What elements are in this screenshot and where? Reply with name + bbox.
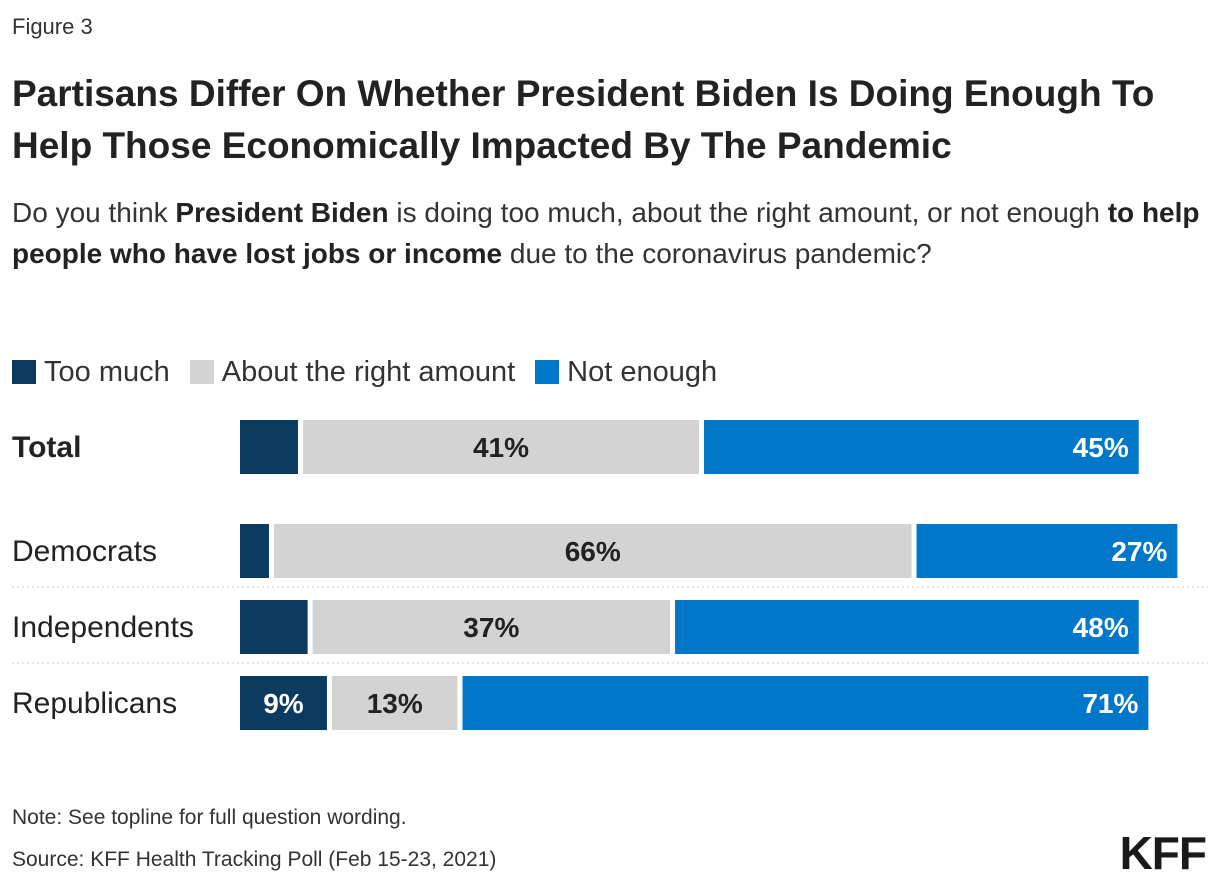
data-label-republicans-about-the-right-amount: 13% bbox=[367, 688, 423, 719]
bar-total-too-much bbox=[240, 420, 298, 474]
data-label-republicans-not-enough: 71% bbox=[1082, 688, 1138, 719]
subtitle-part: is doing too much, about the right amoun… bbox=[388, 197, 1108, 228]
legend-item-not-enough: Not enough bbox=[535, 356, 717, 389]
kff-logo: KFF bbox=[1119, 827, 1207, 879]
category-label-democrats: Democrats bbox=[12, 535, 157, 568]
subtitle-part-bold: to help people who have lost jobs or inc… bbox=[12, 197, 1200, 269]
chart-note: Note: See topline for full question word… bbox=[12, 806, 407, 829]
bar-republicans-too-much bbox=[240, 676, 327, 730]
legend-label-too-much: Too much bbox=[44, 355, 170, 388]
legend-label-about-right: About the right amount bbox=[221, 355, 516, 388]
bar-democrats-too-much bbox=[240, 524, 269, 578]
subtitle-part: due to the coronavirus pandemic? bbox=[502, 238, 932, 269]
data-label-democrats-not-enough: 27% bbox=[1111, 536, 1167, 567]
category-label-republicans: Republicans bbox=[12, 687, 177, 720]
data-label-democrats-about-the-right-amount: 66% bbox=[565, 536, 621, 567]
bar-republicans-about-the-right-amount bbox=[331, 676, 458, 730]
legend-swatch-not-enough bbox=[535, 360, 560, 384]
stacked-bar-chart: Total 41% 45% Democrats 66% 27% Independents 37… bbox=[12, 420, 1208, 730]
data-label-total-about-the-right-amount: 41% bbox=[473, 432, 529, 463]
chart-legend: Too much About the right amount Not enou… bbox=[12, 352, 737, 392]
legend-item-too-much: Too much bbox=[12, 356, 170, 389]
bar-independents-too-much bbox=[240, 600, 308, 654]
legend-swatch-too-much bbox=[12, 360, 36, 384]
figure-label: Figure 3 bbox=[12, 14, 93, 39]
data-label-independents-about-the-right-amount: 37% bbox=[463, 612, 519, 643]
chart-subtitle: Do you think President Biden is doing to… bbox=[12, 192, 1212, 274]
category-label-total: Total bbox=[12, 431, 81, 464]
bar-total-not-enough bbox=[704, 420, 1139, 474]
subtitle-part: Do you think bbox=[12, 197, 176, 228]
bar-democrats-not-enough bbox=[916, 524, 1178, 578]
subtitle-part-bold: President Biden bbox=[175, 197, 389, 228]
legend-label-not-enough: Not enough bbox=[567, 355, 718, 388]
data-label-republicans-too-much: 9% bbox=[263, 688, 304, 719]
data-label-total-not-enough: 45% bbox=[1073, 432, 1129, 463]
bar-total-about-the-right-amount bbox=[302, 420, 700, 474]
chart-source: Source: KFF Health Tracking Poll (Feb 15… bbox=[12, 848, 497, 871]
data-label-independents-not-enough: 48% bbox=[1073, 612, 1129, 643]
category-label-independents: Independents bbox=[12, 611, 194, 644]
bar-independents-about-the-right-amount bbox=[312, 600, 671, 654]
bar-independents-not-enough bbox=[675, 600, 1139, 654]
legend-swatch-about-right bbox=[189, 360, 214, 384]
bar-republicans-not-enough bbox=[462, 676, 1149, 730]
legend-item-about-right: About the right amount bbox=[189, 355, 516, 389]
bar-democrats-about-the-right-amount bbox=[273, 524, 912, 578]
chart-title: Partisans Differ On Whether President Bi… bbox=[12, 73, 1155, 166]
